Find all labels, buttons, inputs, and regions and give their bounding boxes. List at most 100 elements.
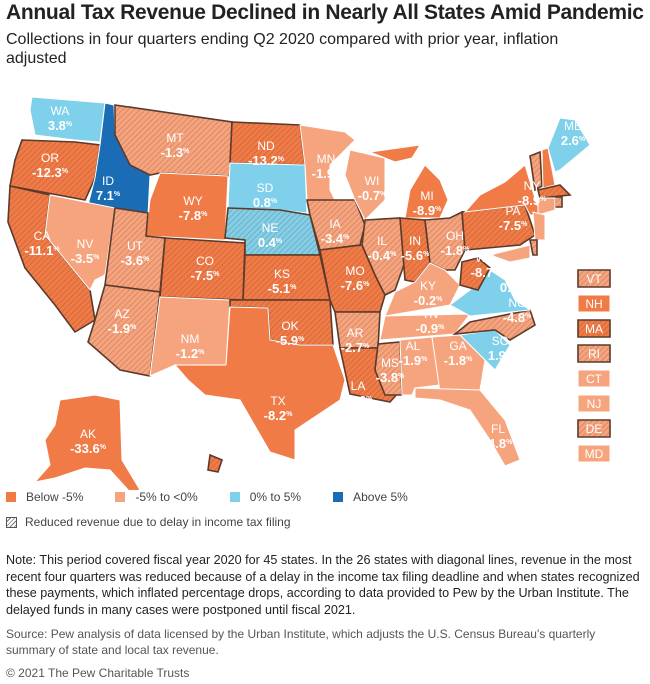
state-value-ga: -1.8% xyxy=(444,353,473,368)
callout-value-vt: -1.1% xyxy=(621,272,649,286)
state-ma-hatch xyxy=(538,185,570,198)
state-co-hatch xyxy=(160,238,245,300)
percent-sign: % xyxy=(398,373,405,380)
state-label-sc: SC xyxy=(492,334,509,348)
callout-label-md: MD xyxy=(585,447,604,461)
state-label-tx: TX xyxy=(270,394,285,408)
state-label-nm: NM xyxy=(181,332,200,346)
state-label-al: AL xyxy=(406,339,421,353)
state-value-sc: 1.9% xyxy=(488,348,513,363)
legend-item: Below -5% xyxy=(6,490,83,504)
percent-sign: % xyxy=(521,221,528,228)
callout-label-ri: RI xyxy=(588,347,600,361)
state-value-nd: -13.2% xyxy=(248,153,285,168)
state-ia-hatch xyxy=(307,200,365,250)
percent-sign: % xyxy=(641,374,648,381)
state-label-ny: NY xyxy=(524,179,541,193)
state-tx xyxy=(173,306,346,461)
percent-sign: % xyxy=(100,444,107,451)
percent-sign: % xyxy=(193,468,200,475)
state-value-al: -1.9% xyxy=(399,353,428,368)
us-map: WA3.8%OR-12.3%CA-11.1%ID7.1%NV-3.5%MT-1.… xyxy=(7,97,649,490)
percent-sign: % xyxy=(641,399,648,406)
state-value-nc: -4.8% xyxy=(503,310,532,325)
legend-hatch-label: Reduced revenue due to delay in income t… xyxy=(25,515,291,529)
percent-sign: % xyxy=(435,206,442,213)
legend-swatch-icon xyxy=(333,492,344,502)
callout-de: DE -3.5% xyxy=(577,419,649,438)
state-nc-hatch xyxy=(455,310,535,340)
state-ks-hatch xyxy=(243,255,330,300)
state-label-ok: OK xyxy=(281,319,298,333)
subtitle: Collections in four quarters ending Q2 2… xyxy=(6,31,559,67)
percent-sign: % xyxy=(641,349,648,356)
state-value-tx: -8.2% xyxy=(264,408,293,423)
state-mn xyxy=(299,124,356,201)
state-nj xyxy=(532,211,546,241)
callout-value-ct: -4.2% xyxy=(621,372,649,386)
percent-sign: % xyxy=(641,324,648,331)
legend-item: -5% to <0% xyxy=(115,490,198,504)
state-value-ms: -3.8% xyxy=(376,370,405,385)
note: Note: This period covered fiscal year 20… xyxy=(6,553,640,617)
percent-sign: % xyxy=(380,191,387,198)
percent-sign: % xyxy=(438,324,445,331)
legend-item: Above 5% xyxy=(333,490,408,504)
state-label-wi: WI xyxy=(365,174,380,188)
percent-sign: % xyxy=(390,251,397,258)
state-value-nv: -3.5% xyxy=(71,251,100,266)
state-ky xyxy=(384,262,461,317)
state-value-ar: -2.7% xyxy=(341,340,370,355)
legend-swatch-icon xyxy=(115,492,126,502)
state-me xyxy=(547,117,591,173)
percent-sign: % xyxy=(436,296,443,303)
callout-vt: VT -1.1% xyxy=(577,269,649,288)
percent-sign: % xyxy=(183,148,190,155)
percent-sign: % xyxy=(53,246,60,253)
percent-sign: % xyxy=(506,351,513,358)
legend-hatch: Reduced revenue due to delay in income t… xyxy=(6,515,440,529)
legend-item: 0% to 5% xyxy=(229,490,301,504)
percent-sign: % xyxy=(93,254,100,261)
state-value-fl: -4.8% xyxy=(484,436,513,451)
percent-sign: % xyxy=(518,283,525,290)
callout-label-de: DE xyxy=(586,422,603,436)
state-label-sd: SD xyxy=(257,181,274,195)
state-label-va: VA xyxy=(504,266,519,280)
state-pa-hatch xyxy=(462,205,535,250)
state-value-la: -5.6% xyxy=(344,393,373,408)
state-value-tn: -0.9% xyxy=(416,321,445,336)
state-il-hatch xyxy=(362,218,405,295)
state-label-co: CO xyxy=(196,254,214,268)
callout-value-de: -3.5% xyxy=(621,422,649,436)
state-label-la: LA xyxy=(351,379,366,393)
percent-sign: % xyxy=(298,336,305,343)
percent-sign: % xyxy=(278,156,285,163)
state-label-nv: NV xyxy=(77,237,94,251)
percent-sign: % xyxy=(641,449,648,456)
state-label-tn: TN xyxy=(422,307,438,321)
percent-sign: % xyxy=(421,356,428,363)
state-ut-hatch xyxy=(105,208,165,292)
state-value-il: -0.4% xyxy=(368,248,397,263)
state-value-co: -7.5% xyxy=(191,268,220,283)
state-value-ks: -5.1% xyxy=(268,281,297,296)
state-value-ok: -5.9% xyxy=(276,333,305,348)
callout-ri: RI -3.6% xyxy=(577,344,648,363)
percent-sign: % xyxy=(201,211,208,218)
percent-sign: % xyxy=(334,169,341,176)
callout-box-md xyxy=(577,444,611,463)
state-ak xyxy=(33,394,141,490)
state-value-mt: -1.3% xyxy=(161,145,190,160)
state-label-wy: WY xyxy=(183,194,202,208)
state-ct xyxy=(537,197,556,216)
percent-sign: % xyxy=(525,313,532,320)
state-value-or: -12.3% xyxy=(32,165,69,180)
callout-value-nh: -7.8% xyxy=(621,297,649,311)
percent-sign: % xyxy=(271,198,278,205)
state-label-wa: WA xyxy=(51,104,70,118)
state-de-hatch xyxy=(530,240,537,255)
percent-sign: % xyxy=(466,356,473,363)
state-value-mn: -1.9% xyxy=(312,166,341,181)
